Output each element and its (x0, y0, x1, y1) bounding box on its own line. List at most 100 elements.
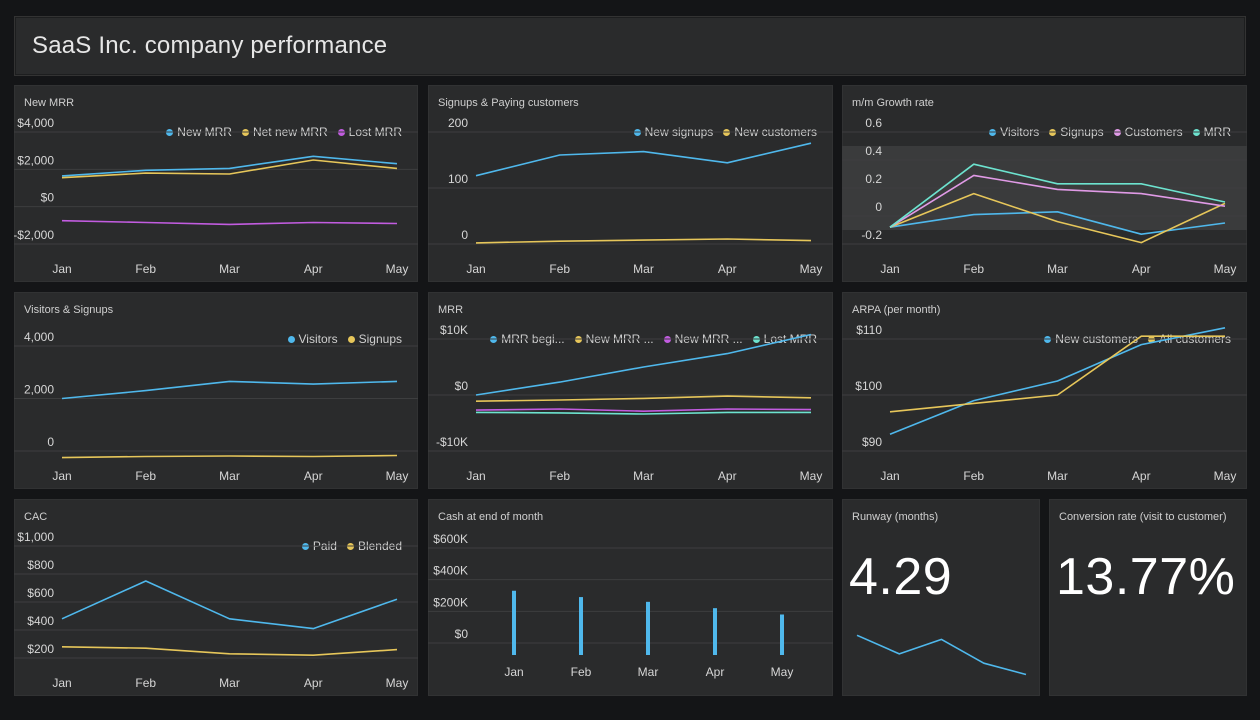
legend-dot-icon (287, 335, 295, 343)
y-tick-label: $1,000 (17, 530, 54, 544)
legend-label: Signups (358, 332, 402, 346)
y-tick-label: $800 (27, 558, 54, 572)
dashboard-title: SaaS Inc. company performance (32, 32, 388, 59)
line-chart[interactable]: $200 $400 $600 $800 $1,000 Jan Feb Mar Apr May (14, 499, 418, 696)
series-line-customers[interactable] (889, 174, 1226, 228)
legend-item[interactable]: Signups (347, 332, 402, 346)
x-tick-label: Jan (52, 469, 71, 483)
x-tick-label: May (386, 469, 409, 483)
series-line-new-mrr[interactable] (475, 408, 812, 412)
y-tick-label: $600 (27, 586, 54, 600)
x-tick-label: Feb (135, 676, 156, 690)
chart-card-cash[interactable]: Cash at end of month $0 $200K $400K $600K Ja… (428, 499, 833, 696)
chart-card-visitors[interactable]: Visitors & Signups Visitors Signups 0 2,00… (14, 292, 418, 489)
y-tick-label: $4,000 (17, 116, 54, 130)
kpi-value: 4.29 (849, 548, 953, 606)
x-tick-label: Jan (466, 469, 485, 483)
kpi-card-runway[interactable]: Runway (months) 4.29 (842, 499, 1040, 696)
x-tick-label: Apr (1132, 262, 1151, 276)
series-line-new-mrr[interactable] (475, 395, 812, 402)
x-tick-label: Mar (633, 262, 654, 276)
y-tick-label: $400K (433, 564, 468, 578)
y-tick-label: $90 (862, 435, 882, 449)
series-line-signups[interactable] (889, 192, 1226, 244)
y-tick-label: 0.6 (865, 116, 882, 130)
series-line-all-customers[interactable] (889, 335, 1225, 413)
y-tick-label: -0.2 (861, 228, 882, 242)
legend-label: Visitors (298, 332, 338, 346)
x-tick-label: Mar (219, 262, 240, 276)
bar[interactable] (512, 590, 516, 655)
series-line-blended[interactable] (61, 646, 398, 656)
series-line-visitors[interactable] (61, 380, 398, 400)
line-chart[interactable]: -0.2 0 0.2 0.4 0.6 Jan Feb Mar Apr May (842, 85, 1247, 282)
y-tick-label: $0 (455, 627, 469, 641)
series-line-new-mrr[interactable] (61, 155, 398, 177)
series-line-net-new-mrr[interactable] (61, 159, 398, 179)
chart-card-signups[interactable]: Signups & Paying customers New signups Ne… (428, 85, 833, 282)
series-line-new-signups[interactable] (475, 142, 812, 177)
y-tick-label: $0 (41, 191, 55, 205)
x-tick-label: Apr (304, 469, 323, 483)
kpi-value: 13.77% (1056, 548, 1236, 606)
x-tick-label: Feb (963, 262, 984, 276)
series-line-new-customers[interactable] (889, 327, 1226, 435)
x-tick-label: Feb (549, 262, 570, 276)
y-tick-label: 100 (448, 172, 468, 186)
card-title: Cash at end of month (438, 511, 544, 523)
x-tick-label: May (800, 469, 823, 483)
legend-dot-icon (347, 335, 355, 343)
chart-card-growth[interactable]: m/m Growth rate Visitors Signups Customers… (842, 85, 1247, 282)
y-tick-label: $10K (440, 323, 468, 337)
series-line-lost-mrr[interactable] (475, 411, 811, 415)
x-tick-label: Apr (304, 676, 323, 690)
sparkline (856, 634, 1027, 676)
bar[interactable] (579, 597, 583, 655)
y-tick-label: 2,000 (24, 383, 54, 397)
x-tick-label: Mar (219, 676, 240, 690)
y-tick-label: $600K (433, 532, 468, 546)
chart-card-arpa[interactable]: ARPA (per month) New customers All custom… (842, 292, 1247, 489)
chart-card-mrr[interactable]: MRR MRR begi... New MRR ... New MRR ... Los… (428, 292, 833, 489)
series-line-new-customers[interactable] (475, 238, 812, 244)
y-tick-label: 0.4 (865, 144, 882, 158)
x-tick-label: Mar (633, 469, 654, 483)
bar[interactable] (646, 601, 650, 655)
x-tick-label: Jan (52, 676, 71, 690)
series-line-visitors[interactable] (889, 211, 1226, 235)
x-tick-label: May (386, 262, 409, 276)
line-chart[interactable]: -$10K $0 $10K Jan Feb Mar Apr May (428, 292, 833, 489)
series-line-signups[interactable] (61, 454, 398, 459)
y-tick-label: 0.2 (865, 172, 882, 186)
y-tick-label: $400 (27, 614, 54, 628)
line-chart[interactable]: $90 $100 $110 Jan Feb Mar Apr May (842, 292, 1247, 489)
y-tick-label: $200K (433, 595, 468, 609)
kpi-card-conversion[interactable]: Conversion rate (visit to customer) 13.7… (1049, 499, 1247, 696)
legend-item[interactable]: Visitors (287, 332, 338, 346)
series-line-mrr[interactable] (889, 163, 1226, 228)
y-tick-label: 0 (461, 228, 468, 242)
line-chart[interactable]: -$2,000 $0 $2,000 $4,000 Jan Feb Mar Apr May (14, 85, 418, 282)
x-tick-label: May (1214, 262, 1237, 276)
x-tick-label: May (1214, 469, 1237, 483)
x-tick-label: Jan (504, 665, 523, 679)
y-tick-label: $100 (855, 379, 882, 393)
chart-card-cac[interactable]: CAC Paid Blended $200 $400 $600 $800 $1,000 Ja… (14, 499, 418, 696)
x-tick-label: Jan (880, 469, 899, 483)
bar[interactable] (713, 608, 717, 655)
line-chart[interactable]: 0 100 200 Jan Feb Mar Apr May (428, 85, 833, 282)
x-tick-label: May (771, 665, 794, 679)
line-chart[interactable]: 0 2,000 4,000 Jan Feb Mar Apr May (14, 292, 418, 489)
y-tick-label: 200 (448, 116, 468, 130)
sparkline-line (856, 634, 1027, 676)
series-line-lost-mrr[interactable] (61, 219, 398, 226)
series-line-paid[interactable] (61, 580, 398, 630)
bar-chart[interactable]: $0 $200K $400K $600K Jan Feb Mar Apr May (428, 499, 833, 696)
bar[interactable] (780, 614, 784, 656)
series-line-mrr-begi[interactable] (475, 333, 812, 396)
x-tick-label: Feb (963, 469, 984, 483)
x-tick-label: Mar (1047, 262, 1068, 276)
chart-card-new-mrr[interactable]: New MRR New MRR Net new MRR Lost MRR -$2,0… (14, 85, 418, 282)
x-tick-label: Apr (706, 665, 725, 679)
x-tick-label: Feb (135, 262, 156, 276)
